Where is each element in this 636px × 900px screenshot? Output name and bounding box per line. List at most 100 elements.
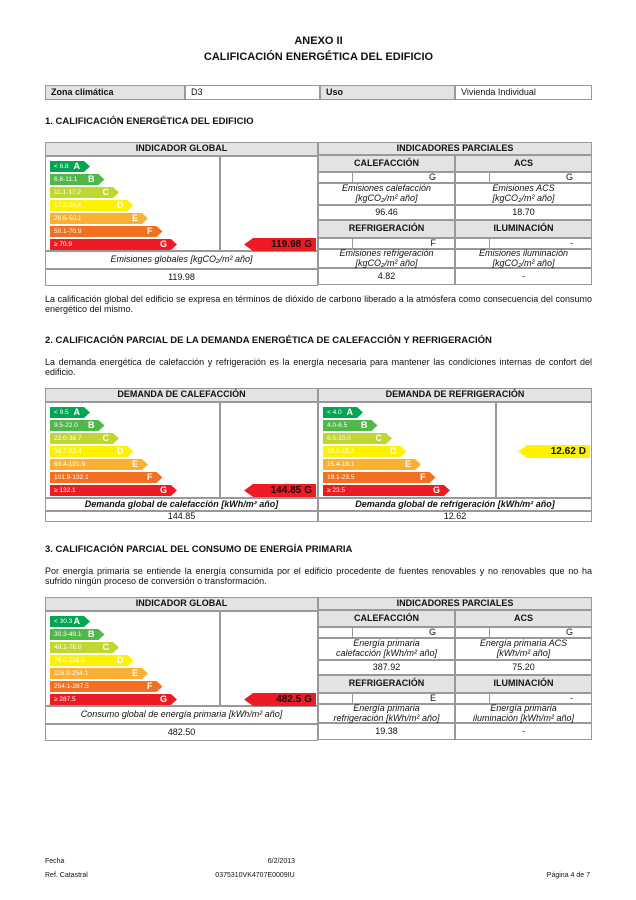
group-value: 4.82 xyxy=(318,268,455,285)
rating-range: ≥ 70.9 xyxy=(54,240,73,248)
caption-line: refrigeración [kWh/m² año] xyxy=(333,712,440,723)
rating-letter: A xyxy=(73,615,80,626)
group-name: ILUMINACIÓN xyxy=(455,220,592,238)
rating-range: ≥ 23.5 xyxy=(327,486,346,494)
rating-range: 10.0-15.4 xyxy=(327,447,355,455)
group-letter: E xyxy=(352,693,455,704)
caption-line: Emisiones ACS xyxy=(492,183,555,194)
rating-bar: 26.6-50.1 E xyxy=(50,213,148,224)
partial-header: INDICADORES PARCIALES xyxy=(318,597,592,610)
indicator-letter: G xyxy=(304,485,312,496)
group-letter: F xyxy=(352,238,455,249)
caption: Demanda global de calefacción [kWh/m² añ… xyxy=(45,498,318,511)
paragraph: Por energía primaria se entiende la ener… xyxy=(45,566,592,586)
use-label: Uso xyxy=(320,85,455,100)
rating-bar: 76.0-116.9 D xyxy=(50,655,134,666)
group-letter: - xyxy=(489,693,592,704)
rating-range: 63.4-101.9 xyxy=(54,460,86,468)
indicator-letter: G xyxy=(304,694,312,705)
section-heading: 2. CALIFICACIÓN PARCIAL DE LA DEMANDA EN… xyxy=(45,335,492,346)
rating-letter: F xyxy=(147,471,153,482)
rating-range: 6.5-10.0 xyxy=(327,434,351,442)
scale-box xyxy=(45,156,220,251)
rating-range: 76.0-116.9 xyxy=(54,656,85,664)
footer-page: Página 4 de 7 xyxy=(546,872,590,879)
indicator-box xyxy=(496,402,592,498)
rating-range: 9.5-22.0 xyxy=(54,421,78,429)
rating-bar: ≥ 70.9 G xyxy=(50,239,177,250)
caption-line: Energía primaria xyxy=(490,702,557,713)
caption-line: Emisiones refrigeración xyxy=(339,247,434,258)
rating-letter: F xyxy=(147,680,153,691)
rating-range: 22.0-38.7 xyxy=(54,434,82,442)
rating-letter: C xyxy=(102,186,109,197)
rating-bar: 50.1-70.9 F xyxy=(50,226,163,237)
rating-bar: 4.0-6.5 B xyxy=(323,420,378,431)
group-caption: Energía primaria ACS [kWh/m² año] xyxy=(455,638,592,660)
rating-range: < 4.0 xyxy=(327,408,342,416)
indicator-value: 144.85 xyxy=(270,485,302,496)
rating-range: 101.9-132.1 xyxy=(54,473,89,481)
rating-letter: E xyxy=(404,458,411,469)
group-name: ACS xyxy=(455,155,592,172)
group-value: 18.70 xyxy=(455,205,592,220)
rating-bar: < 9.5 A xyxy=(50,407,90,418)
scale-header: INDICADOR GLOBAL xyxy=(45,142,318,156)
rating-letter: D xyxy=(390,445,397,456)
scale-header: DEMANDA DE REFRIGERACIÓN xyxy=(318,388,592,402)
rating-bar: 6.5-10.0 C xyxy=(323,433,392,444)
group-value: 19.38 xyxy=(318,723,455,740)
rating-bar: 63.4-101.9 E xyxy=(50,459,148,470)
group-letter: G xyxy=(352,172,455,183)
caption-line: calefacción [kWh/m² año] xyxy=(335,648,438,658)
rating-range: 116.9-254.1 xyxy=(54,669,89,677)
use: Vivienda Individual xyxy=(455,85,592,100)
rating-range: 254.1-287.5 xyxy=(54,682,89,690)
rating-bar: < 30.3 A xyxy=(50,616,90,627)
group-letter: G xyxy=(489,627,592,638)
rating-range: 38.7-63.4 xyxy=(54,447,82,455)
rating-indicator: 119.98 G xyxy=(244,238,316,251)
group-value: 96.46 xyxy=(318,205,455,220)
footer-ref: 0375310VK4707E0009IU xyxy=(215,872,295,879)
rating-range: < 9.5 xyxy=(54,408,69,416)
group-name: CALEFACCIÓN xyxy=(318,610,455,627)
total: 12.62 xyxy=(318,511,592,522)
paragraph: La demanda energética de calefacción y r… xyxy=(45,357,592,377)
rating-range: 17.2-26.6 xyxy=(54,201,82,209)
indicator-value: 482.5 xyxy=(276,694,302,705)
group-value: 75.20 xyxy=(455,660,592,675)
rating-bar: 38.7-63.4 D xyxy=(50,446,134,457)
group-caption: Emisiones calefacción [kgCO₂/m² año] xyxy=(318,183,455,205)
zone-label: Zona climática xyxy=(45,85,185,100)
rating-letter: E xyxy=(131,212,138,223)
caption-line: [kgCO₂/m² año] xyxy=(355,193,418,203)
rating-range: 50.1-70.9 xyxy=(54,227,82,235)
scale-box xyxy=(45,402,220,498)
rating-bar: 49.1-76.0 C xyxy=(50,642,119,653)
rating-letter: A xyxy=(73,406,80,417)
footer-date-label: Fecha xyxy=(45,858,65,865)
rating-bar: 10.0-15.4 D xyxy=(323,446,407,457)
rating-letter: A xyxy=(346,406,353,417)
caption-line: Energía primaria ACS xyxy=(479,638,568,649)
subtitle: CALIFICACIÓN ENERGÉTICA DEL EDIFICIO xyxy=(203,51,434,63)
total: 119.98 xyxy=(45,269,318,286)
rating-bar: 30.3-49.1 B xyxy=(50,629,105,640)
rating-range: 49.1-76.0 xyxy=(54,643,82,651)
scale-box xyxy=(45,611,220,706)
rating-bar: 116.9-254.1 E xyxy=(50,668,148,679)
caption-line: [kgCO₂/m² año] xyxy=(355,257,418,268)
group-value: 387.92 xyxy=(318,660,455,675)
caption-line: Energía primaria xyxy=(353,638,420,649)
caption: Consumo global de energía primaria [kWh/… xyxy=(45,706,318,724)
group-value: - xyxy=(455,723,592,740)
rating-bar: 6.8-11.1 B xyxy=(50,174,105,185)
caption: Demanda global de refrigeración [kWh/m² … xyxy=(318,498,592,511)
rating-range: < 6.8 xyxy=(54,162,69,170)
rating-letter: F xyxy=(420,471,426,482)
footer-ref-label: Ref. Catastral xyxy=(45,872,88,879)
rating-letter: G xyxy=(159,238,167,249)
rating-range: ≥ 132.1 xyxy=(54,486,76,494)
rating-letter: D xyxy=(117,654,124,665)
